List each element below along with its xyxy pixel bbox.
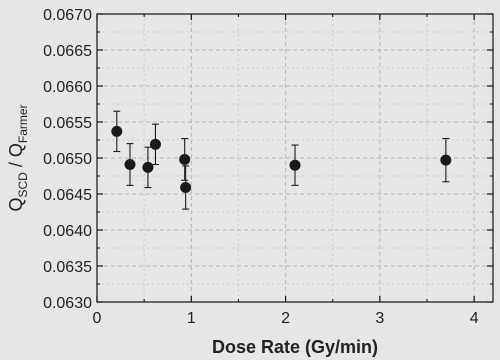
y-axis-title-q1: Q <box>6 198 26 212</box>
data-point <box>180 182 192 194</box>
y-axis-title: QSCD / QFarmer <box>6 104 30 211</box>
y-tick-label: 0.0635 <box>43 259 92 276</box>
data-point <box>149 138 161 150</box>
x-tick-label: 1 <box>187 310 196 327</box>
x-axis-title: Dose Rate (Gy/min) <box>212 337 378 357</box>
y-axis-title-q2: Q <box>6 143 26 157</box>
data-point <box>289 159 301 171</box>
y-axis-title-sub1: SCD <box>16 172 30 198</box>
y-tick-label: 0.0640 <box>43 223 92 240</box>
y-tick-label: 0.0645 <box>43 187 92 204</box>
y-tick-label: 0.0670 <box>43 7 92 24</box>
tick-labels: 0 1 2 3 4 0.0630 0.0635 0.0640 0.0645 0.0650 0.065… <box>43 7 479 327</box>
data-point <box>440 154 452 166</box>
x-tick-label: 0 <box>93 310 102 327</box>
data-point <box>142 161 154 173</box>
x-tick-label: 3 <box>375 310 384 327</box>
data-point <box>124 158 136 170</box>
data-point <box>179 153 191 165</box>
axis-ticks <box>96 13 493 303</box>
y-axis-title-sep: / <box>6 157 26 172</box>
y-tick-label: 0.0660 <box>43 79 92 96</box>
y-tick-label: 0.0655 <box>43 115 92 132</box>
y-tick-label: 0.0630 <box>43 295 92 312</box>
x-tick-label: 2 <box>281 310 290 327</box>
y-axis-title-sub2: Farmer <box>16 104 30 143</box>
data-point <box>111 125 123 137</box>
y-tick-label: 0.0650 <box>43 151 92 168</box>
data-points <box>111 110 452 210</box>
x-tick-label: 4 <box>470 310 479 327</box>
y-tick-label: 0.0665 <box>43 43 92 60</box>
